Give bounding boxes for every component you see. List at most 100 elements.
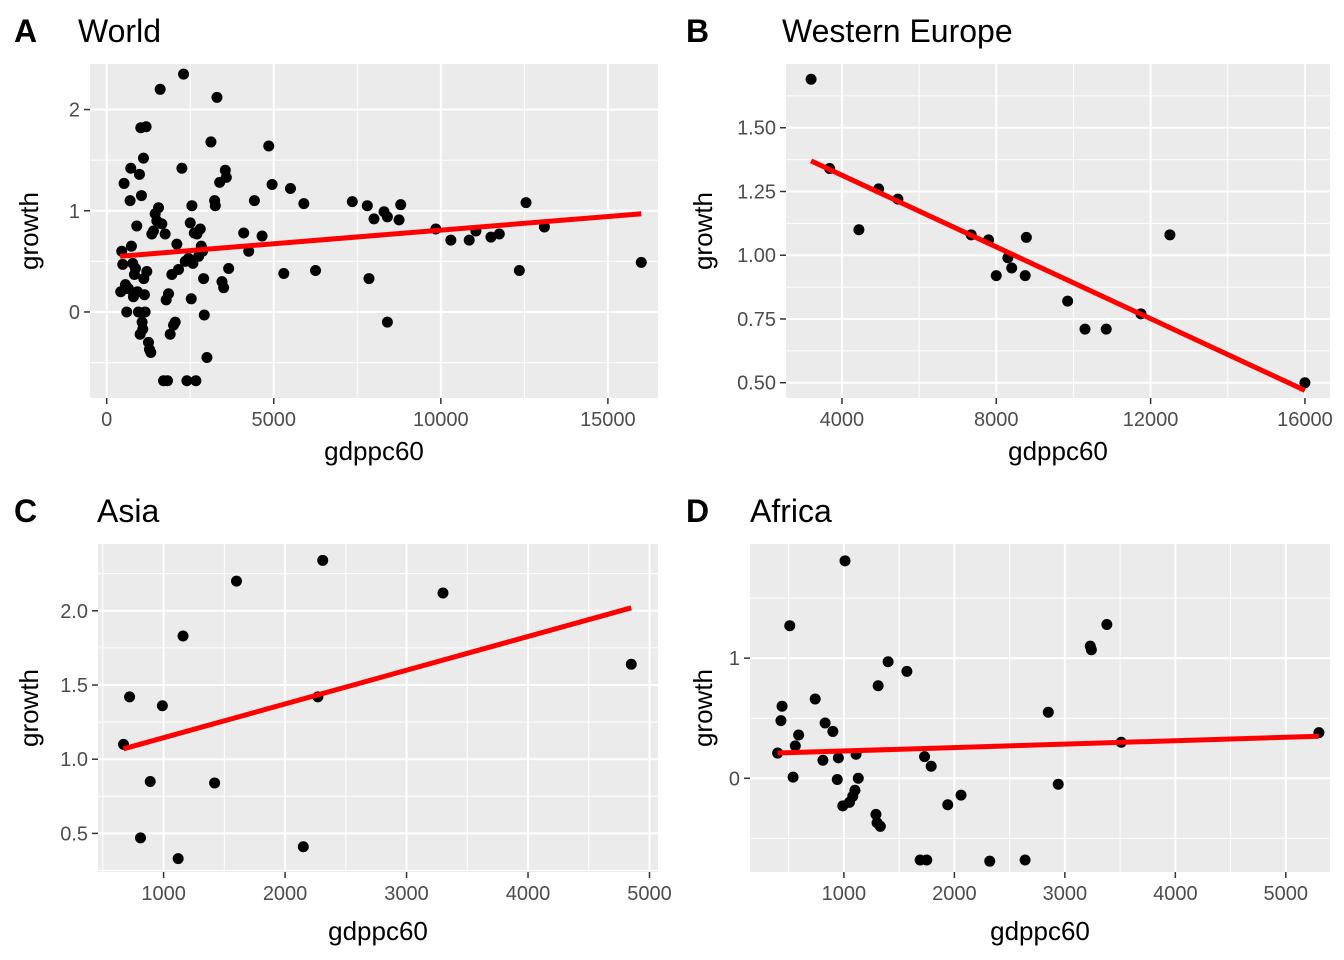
x-tick-label: 4000 [820, 409, 865, 431]
data-point [137, 323, 149, 335]
y-axis-label: growth [688, 669, 718, 747]
data-point [1100, 323, 1112, 335]
data-point [1085, 644, 1097, 656]
data-point [827, 725, 839, 737]
x-tick-label: 1000 [822, 883, 867, 905]
data-point [361, 200, 373, 212]
data-point [223, 262, 235, 274]
panel-letter: A [14, 13, 37, 49]
data-point [625, 658, 637, 670]
data-point [310, 264, 322, 276]
data-point [793, 729, 805, 741]
data-point [776, 700, 788, 712]
x-tick-label: 3000 [1043, 883, 1088, 905]
data-point [942, 799, 954, 811]
chart-panel-d: 1000 2000 3000 4000 5000 0 1 D Africa gdppc60 grow… [686, 493, 1330, 946]
regression-line [810, 158, 1306, 393]
data-point [139, 306, 151, 318]
data-point [218, 282, 230, 294]
data-point [145, 346, 157, 358]
data-point [520, 197, 532, 209]
chart-panel-b: 4000 8000 12000 16000 0.50 0.75 1.00 1.25 1.50 B W… [686, 13, 1333, 466]
data-point [317, 554, 329, 566]
chart-panel-c: 1000 2000 3000 4000 5000 0.5 1.0 1.5 2.0 C Asia gdp… [14, 493, 672, 946]
x-tick-label: 2000 [263, 883, 308, 905]
data-point [278, 268, 290, 280]
data-point [919, 751, 931, 763]
data-point [186, 200, 198, 212]
data-point [1042, 706, 1054, 718]
data-point [169, 316, 181, 328]
data-point [901, 665, 913, 677]
data-point [144, 775, 156, 787]
data-point [238, 227, 250, 239]
data-point [1062, 295, 1074, 307]
y-tick-label: 0 [729, 768, 740, 790]
x-axis-label: gdppc60 [990, 916, 1090, 946]
x-tick-label: 10000 [413, 409, 469, 431]
data-point [363, 273, 375, 285]
data-point [635, 256, 647, 268]
plot-background [786, 64, 1330, 398]
data-point [164, 328, 176, 340]
data-point [266, 178, 278, 190]
data-point [381, 316, 393, 328]
data-point [121, 306, 133, 318]
data-point [872, 680, 884, 692]
data-point [805, 73, 817, 85]
data-point [124, 691, 136, 703]
data-point [162, 375, 174, 387]
data-point [882, 656, 894, 668]
data-point [832, 752, 844, 764]
data-point [198, 273, 210, 285]
chart-title: World [78, 13, 161, 49]
data-point [205, 136, 217, 148]
data-point [230, 575, 242, 587]
data-point [789, 740, 801, 752]
x-axis-label: gdppc60 [328, 916, 428, 946]
data-point [874, 820, 886, 832]
data-point [368, 213, 380, 225]
data-point [211, 91, 223, 103]
data-point [194, 223, 206, 235]
panel-letter: D [686, 493, 709, 529]
data-point [463, 234, 475, 246]
data-point [173, 263, 185, 275]
y-tick-label: 1.00 [737, 245, 776, 267]
data-point [853, 224, 865, 236]
data-point [125, 240, 137, 252]
data-point [297, 841, 309, 853]
data-point [209, 200, 221, 212]
data-point [171, 238, 183, 250]
data-point [819, 717, 831, 729]
data-point [135, 832, 147, 844]
panel-letter: B [686, 13, 709, 49]
y-tick-label: 2 [69, 100, 80, 122]
y-tick-label: 0.75 [737, 309, 776, 331]
data-point [784, 620, 796, 632]
data-point [852, 772, 864, 784]
data-point [395, 199, 407, 211]
x-axis-label: gdppc60 [1008, 436, 1108, 466]
data-point [263, 140, 275, 152]
chart-title: Asia [97, 493, 159, 529]
data-point [154, 83, 166, 95]
x-tick-label: 2000 [932, 883, 977, 905]
data-point [140, 121, 152, 133]
data-point [177, 630, 189, 642]
data-point [1006, 262, 1018, 274]
chart-panel-a: 0 5000 10000 15000 0 1 2 A World gdppc60 growth [14, 13, 658, 466]
x-tick-label: 4000 [1153, 883, 1198, 905]
x-tick-label: 5000 [252, 409, 297, 431]
data-point [256, 230, 268, 242]
data-point [493, 228, 505, 240]
data-point [190, 375, 202, 387]
data-point [181, 375, 193, 387]
data-point [298, 198, 310, 210]
data-point [817, 754, 829, 766]
data-point [839, 555, 851, 567]
data-point [122, 283, 134, 295]
data-point [1164, 229, 1176, 241]
regression-line [777, 733, 1320, 756]
y-tick-label: 1 [729, 648, 740, 670]
